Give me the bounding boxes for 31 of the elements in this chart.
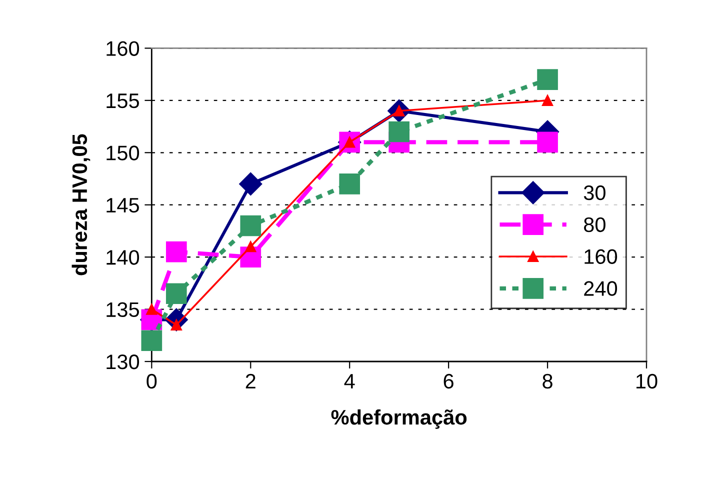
point [239, 172, 262, 196]
x-axis-title: %deformação [331, 409, 467, 429]
legend-label: 80 [584, 217, 606, 232]
point [537, 132, 558, 153]
x-tick-label: 0 [146, 374, 157, 389]
x-tick-label: 4 [344, 374, 355, 388]
point [537, 69, 558, 90]
point [388, 121, 410, 142]
legend-label: 240 [584, 281, 618, 296]
x-tick-label: 8 [542, 374, 552, 389]
y-tick-label: 160 [106, 41, 140, 56]
point [146, 304, 158, 315]
y-axis-title: dureza HV0,05 [72, 134, 90, 276]
point [245, 241, 256, 252]
point [166, 241, 187, 262]
y-tick-label: 145 [106, 198, 139, 213]
point [141, 330, 162, 352]
y-tick-label: 130 [106, 354, 140, 370]
y-tick-label: 135 [106, 302, 139, 318]
y-tick-label: 150 [106, 146, 140, 160]
x-tick-label: 2 [246, 374, 256, 388]
point [166, 283, 187, 304]
x-tick-label: 10 [636, 374, 658, 389]
point [542, 94, 554, 106]
y-tick-label: 155 [106, 94, 139, 108]
legend-label: 30 [584, 185, 606, 200]
point [339, 174, 360, 194]
point [240, 215, 262, 236]
y-tick-label: 140 [106, 250, 140, 265]
legend-label: 160 [584, 249, 618, 264]
x-tick-label: 6 [444, 374, 454, 389]
